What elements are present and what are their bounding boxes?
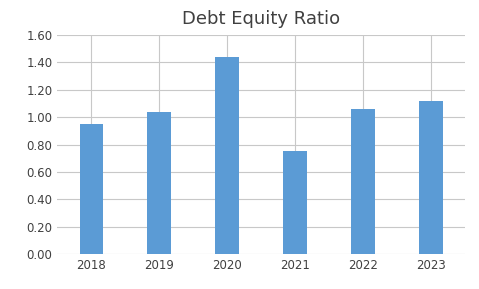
Bar xyxy=(148,112,171,254)
Bar xyxy=(215,57,239,254)
Bar xyxy=(419,101,443,254)
Title: Debt Equity Ratio: Debt Equity Ratio xyxy=(182,10,340,27)
Bar xyxy=(283,151,307,254)
Bar xyxy=(351,109,375,254)
Bar xyxy=(80,124,103,254)
